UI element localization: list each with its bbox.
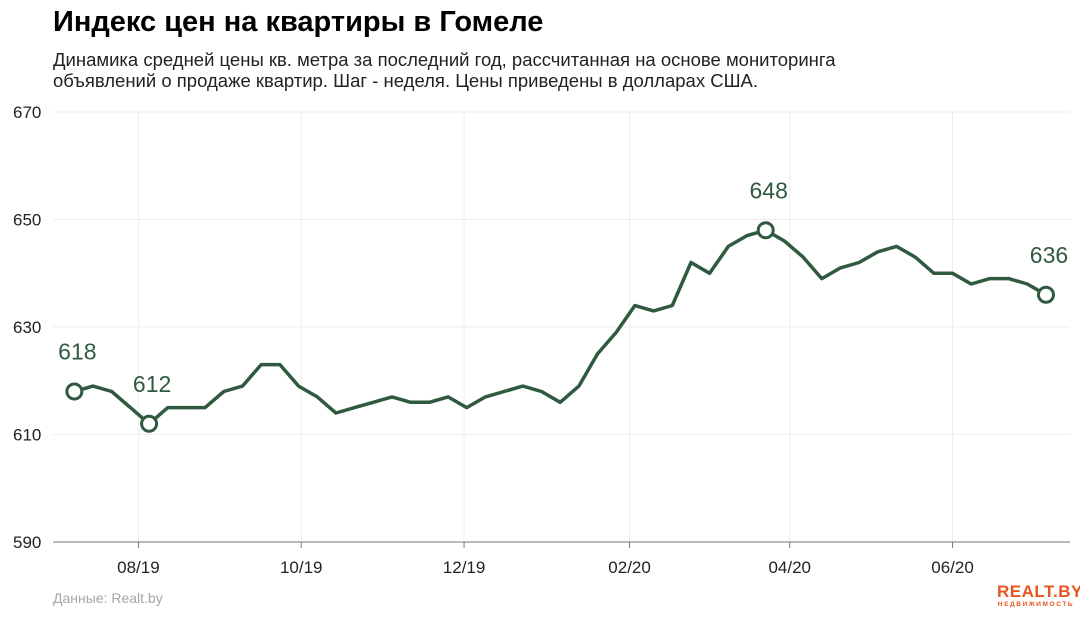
x-tick-label: 02/20 bbox=[608, 558, 651, 577]
y-axis: 590 610 630 650 670 bbox=[13, 103, 41, 552]
chart-title: Индекс цен на квартиры в Гомеле bbox=[53, 6, 544, 38]
y-tick-label: 670 bbox=[13, 103, 41, 122]
logo-subtext: НЕДВИЖИМОСТЬ bbox=[997, 601, 1075, 608]
chart-subtitle: Динамика средней цены кв. метра за после… bbox=[53, 49, 836, 91]
y-tick-label: 630 bbox=[13, 318, 41, 337]
data-point-marker[interactable] bbox=[756, 221, 775, 240]
data-point-marker[interactable] bbox=[140, 414, 159, 433]
realt-logo[interactable]: REALT.BY НЕДВИЖИМОСТЬ bbox=[997, 582, 1080, 611]
y-tick-label: 590 bbox=[13, 533, 41, 552]
data-point-marker[interactable] bbox=[1036, 285, 1055, 304]
x-tick-label: 12/19 bbox=[443, 558, 486, 577]
data-label: 612 bbox=[133, 371, 171, 397]
series-line bbox=[72, 228, 1048, 426]
y-tick-label: 610 bbox=[13, 426, 41, 445]
annotations: 618 612 648 636 bbox=[58, 177, 1068, 433]
grid bbox=[53, 111, 1070, 543]
data-series bbox=[72, 228, 1048, 426]
x-tick-label: 04/20 bbox=[768, 558, 811, 577]
data-label: 648 bbox=[750, 177, 788, 203]
x-axis: 08/19 10/19 12/19 02/20 04/20 06/20 bbox=[53, 541, 1070, 577]
logo-text: REALT.BY bbox=[997, 582, 1080, 601]
data-label: 618 bbox=[58, 339, 96, 365]
data-source: Данные: Realt.by bbox=[53, 590, 163, 606]
data-point-marker[interactable] bbox=[65, 382, 84, 401]
data-label: 636 bbox=[1030, 242, 1068, 268]
y-tick-label: 650 bbox=[13, 211, 41, 230]
x-tick-label: 10/19 bbox=[280, 558, 323, 577]
x-tick-label: 06/20 bbox=[931, 558, 974, 577]
x-tick-label: 08/19 bbox=[117, 558, 160, 577]
